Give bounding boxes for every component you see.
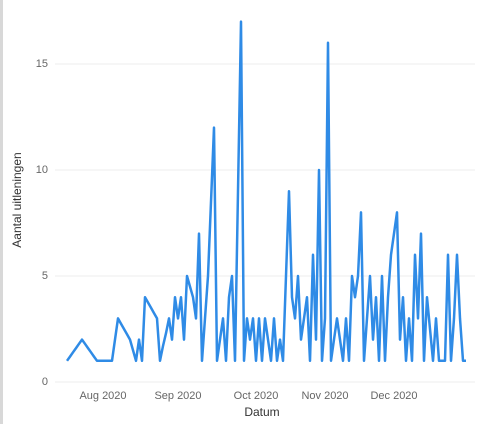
y-tick-label: 5 — [42, 270, 48, 282]
y-tick-label: 0 — [42, 376, 48, 388]
y-tick-label: 10 — [36, 164, 48, 176]
line — [65, 20, 466, 363]
x-tick-label: Oct 2020 — [234, 390, 279, 402]
x-tick-label: Aug 2020 — [79, 390, 126, 402]
x-tick-label: Nov 2020 — [301, 390, 348, 402]
y-tick-label: 15 — [36, 58, 48, 70]
left-border — [0, 0, 3, 424]
y-axis-title: Aantal uitleningen — [10, 152, 24, 247]
x-tick-label: Dec 2020 — [370, 390, 417, 402]
x-axis-title: Datum — [244, 405, 279, 419]
x-tick-label: Sep 2020 — [154, 390, 201, 402]
